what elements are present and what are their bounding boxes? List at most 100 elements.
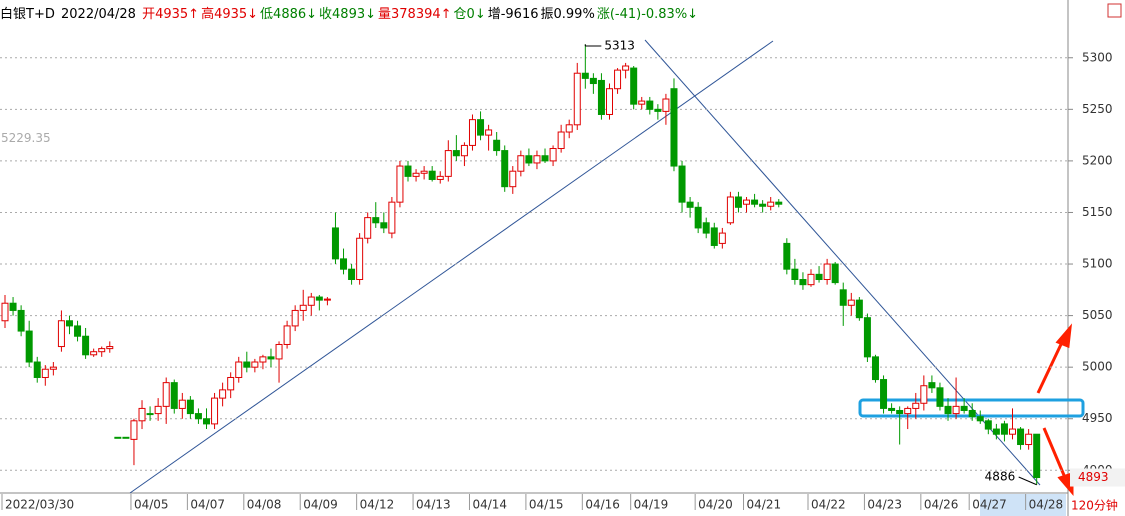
candle-body: [549, 148, 557, 162]
candle-body: [888, 407, 896, 411]
candle-body: [340, 258, 348, 270]
candle-body: [106, 346, 114, 350]
candle-body: [219, 389, 227, 399]
candle-body: [984, 420, 992, 430]
candle-body: [25, 330, 33, 363]
symbol: 白银T+D: [0, 7, 55, 22]
x-tick-label: 2022/03/30: [5, 498, 74, 512]
candle-body: [936, 387, 944, 407]
candle-body: [525, 155, 533, 164]
candle-body: [928, 382, 936, 389]
quote-field: 增-9616: [487, 7, 539, 22]
candle-body: [710, 227, 718, 246]
candle-body: [799, 279, 807, 286]
candle-body: [807, 273, 815, 286]
x-tick-label: 04/27: [972, 498, 1007, 512]
x-tick-label: 04/13: [416, 498, 451, 512]
candle-body: [1017, 428, 1025, 446]
candle-body: [372, 217, 380, 224]
candle-body: [960, 405, 968, 411]
x-tick-label: 04/28: [1029, 498, 1064, 512]
candle-body: [654, 108, 662, 112]
candle-body: [307, 296, 315, 306]
candle-body: [662, 98, 670, 112]
candle-body: [243, 361, 251, 368]
arrow: [1036, 323, 1073, 394]
candle-body: [428, 170, 436, 180]
candle-body: [638, 100, 646, 105]
candle-body: [146, 413, 154, 416]
candle-body: [823, 263, 831, 281]
candle-body: [412, 172, 420, 177]
candle-body: [227, 376, 235, 391]
candle-body: [896, 409, 904, 415]
candle-body: [380, 222, 388, 229]
candle-body: [952, 405, 960, 415]
candle-body: [968, 409, 976, 418]
y-tick-label: 5300: [1082, 50, 1113, 64]
candle-body: [904, 407, 912, 415]
quote-field: 开4935↑: [142, 7, 200, 22]
candle-body: [348, 268, 356, 281]
candle-body: [775, 201, 783, 205]
x-tick-label: 04/16: [585, 498, 620, 512]
candle-body: [17, 309, 25, 332]
candle-body: [734, 196, 742, 208]
candle-body: [485, 129, 493, 136]
candle-body: [912, 402, 920, 409]
candle-body: [90, 351, 98, 356]
candle-body: [170, 382, 178, 409]
low-label: 4886: [985, 470, 1016, 484]
candle-body: [203, 418, 210, 425]
candle-body: [291, 309, 299, 327]
x-tick-label: 04/09: [303, 498, 338, 512]
candle-body: [122, 436, 130, 439]
x-tick-label: 04/19: [634, 498, 669, 512]
candle-body: [468, 119, 476, 146]
quote-field: 仓0↓: [453, 7, 486, 22]
candle-body: [976, 416, 984, 422]
candle-body: [283, 325, 291, 345]
date-highlight: [980, 494, 1066, 516]
quote-field: 量378394↑: [378, 7, 452, 22]
candle-body: [992, 428, 1000, 435]
candle-body: [267, 356, 275, 360]
candle-body: [759, 203, 767, 207]
candle-body: [194, 413, 202, 420]
candle-body: [493, 139, 501, 152]
candle-body: [331, 227, 339, 260]
candle-body: [259, 356, 267, 363]
candle-body: [130, 420, 138, 440]
x-tick-label: 04/26: [924, 498, 959, 512]
candle-body: [404, 165, 412, 177]
quote-field: 涨(-41)-0.83%↓: [596, 7, 699, 22]
candle-body: [356, 237, 364, 281]
candle-body: [606, 88, 613, 115]
x-tick-label: 04/23: [867, 498, 902, 512]
candle-body: [863, 317, 871, 358]
candle-body: [1, 302, 9, 322]
header: 白银T+D 2022/04/28 开4935↑ 高4935↓ 低4886↓ 收4893…: [0, 3, 701, 22]
candle-body: [460, 144, 468, 157]
x-tick-label: 04/20: [698, 498, 733, 512]
candle-body: [726, 196, 734, 224]
candle-body: [1009, 428, 1016, 435]
y-tick-label: 5150: [1082, 205, 1113, 219]
candle-body: [589, 77, 597, 85]
last-price-box: [1070, 468, 1125, 487]
corner-icon[interactable]: [1107, 3, 1122, 18]
x-tick-label: 04/07: [190, 498, 225, 512]
candle-body: [855, 299, 863, 319]
x-tick-label: 04/12: [360, 498, 395, 512]
candle-body: [396, 165, 404, 203]
candle-body: [388, 201, 396, 234]
candle-body: [501, 150, 509, 188]
quote-field: 高4935↓: [201, 7, 259, 22]
date: 2022/04/28: [61, 7, 136, 22]
candle-body: [138, 407, 146, 422]
candle-body: [323, 298, 331, 301]
candle-body: [1025, 433, 1033, 446]
low-pointer: [1018, 476, 1037, 486]
